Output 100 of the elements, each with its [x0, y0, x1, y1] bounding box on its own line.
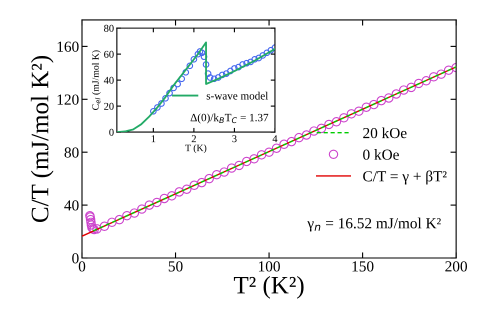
point [247, 58, 254, 66]
point [339, 113, 349, 123]
point [137, 204, 147, 214]
point [194, 50, 202, 58]
point [272, 144, 282, 153]
point [249, 154, 259, 164]
point [154, 104, 161, 111]
point [324, 120, 334, 130]
x-tick-label: 100 [258, 261, 280, 272]
point [302, 130, 312, 140]
point [239, 61, 246, 68]
y-tick-label: 60 [104, 50, 114, 58]
point [218, 72, 226, 78]
point [190, 56, 198, 63]
x-tick-label: 4 [272, 135, 278, 142]
point [197, 178, 206, 188]
point [406, 82, 416, 92]
point [160, 194, 170, 204]
point [384, 93, 394, 103]
y-tick-label: 0 [109, 128, 114, 136]
point [122, 210, 132, 220]
point [332, 117, 342, 127]
point [346, 109, 356, 119]
point [264, 49, 270, 56]
point [86, 214, 96, 224]
point [182, 68, 190, 76]
point [309, 126, 319, 136]
x-tick-label: 50 [168, 261, 183, 272]
y-tick-label: 40 [64, 200, 79, 211]
point [210, 75, 218, 82]
point [414, 78, 424, 88]
point [150, 108, 157, 115]
point [190, 180, 199, 190]
point [196, 48, 204, 55]
point [214, 74, 222, 81]
point [182, 184, 192, 194]
point [392, 89, 401, 99]
point [167, 191, 177, 201]
x-tick-label: 3 [232, 135, 237, 142]
point [174, 187, 184, 197]
point [114, 214, 124, 224]
point [226, 163, 236, 173]
point [174, 80, 181, 88]
y-axis-title: C$_{el}$ (mJ/mol K) [92, 50, 101, 110]
annotation: Δ(0)/k$_{B}$T$_{C}$ = 1.37 [190, 113, 268, 124]
point [268, 46, 274, 54]
y-axis-title: C/T (mJ/mol K²) [30, 56, 54, 222]
point [202, 61, 210, 68]
point [130, 208, 140, 218]
y-tick-label: 20 [104, 102, 114, 110]
point [144, 200, 154, 210]
annotation: γ$_{n}$ = 16.52 mJ/mol K² [307, 218, 441, 232]
point [259, 52, 266, 59]
point [362, 102, 372, 112]
point [421, 76, 431, 86]
point [170, 84, 177, 92]
y-tick-label: 0 [72, 253, 79, 264]
point [198, 49, 206, 56]
point [235, 64, 242, 70]
point [186, 62, 194, 70]
point [219, 167, 229, 177]
x-tick-label: 2 [192, 135, 196, 142]
point [369, 100, 379, 110]
point [256, 150, 266, 160]
point [86, 218, 96, 228]
y-tick-label: 80 [64, 147, 79, 158]
point [294, 132, 304, 142]
point [204, 174, 214, 184]
point [200, 53, 208, 60]
legend-label: C/T = γ + βT² [363, 170, 447, 185]
point [206, 74, 214, 81]
point [264, 147, 274, 157]
y-tick-label: 120 [58, 94, 79, 105]
x-tick-label: 1 [152, 135, 156, 142]
point [234, 160, 244, 170]
point [162, 94, 169, 102]
x-tick-label: 200 [445, 261, 468, 272]
point [444, 65, 454, 75]
point [316, 124, 326, 134]
point [399, 85, 408, 95]
point [251, 56, 258, 63]
point [286, 136, 296, 146]
point [152, 198, 162, 208]
point [255, 54, 262, 62]
point [354, 106, 364, 116]
legend-label: 0 kOe [363, 149, 399, 160]
point [436, 69, 446, 79]
point [227, 68, 234, 74]
point [212, 170, 222, 180]
point [428, 72, 438, 82]
point [107, 218, 117, 228]
x-tick-label: 150 [352, 261, 374, 272]
point [158, 100, 165, 107]
point [279, 140, 289, 149]
point [376, 96, 386, 106]
legend-label: 20 kOe [363, 127, 407, 138]
y-tick-label: 40 [104, 76, 114, 84]
point [222, 70, 230, 77]
point [166, 90, 173, 96]
y-tick-label: 80 [104, 24, 114, 32]
